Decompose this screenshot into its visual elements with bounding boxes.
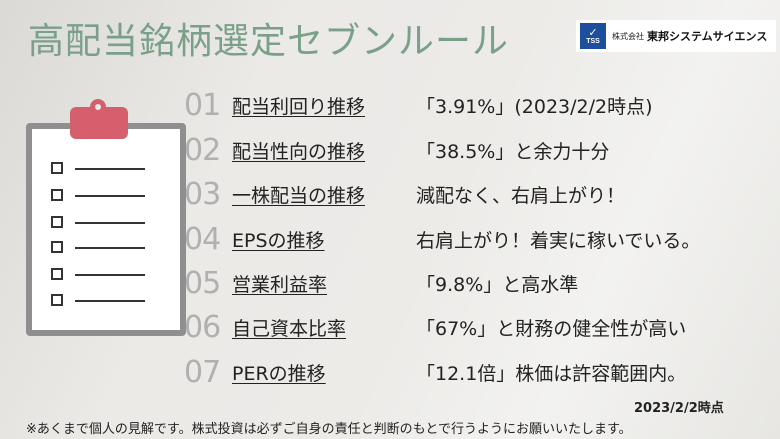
rule-item: 05 営業利益率 「9.8%」と高水準 <box>184 266 774 306</box>
rule-item: 02 配当性向の推移 「38.5%」と余力十分 <box>184 133 774 173</box>
rule-item: 06 自己資本比率 「67%」と財務の健全性が高い <box>184 310 774 350</box>
checkbox-icon <box>51 162 63 174</box>
rule-number: 05 <box>184 266 221 301</box>
rule-description: 減配なく、右肩上がり！ <box>416 185 626 207</box>
logo-abbreviation: TSS <box>586 37 600 45</box>
checklist-line <box>75 274 145 276</box>
logo-company-name: 東邦システムサイエンス <box>647 30 768 43</box>
rule-label: 配当利回り推移 <box>232 96 366 118</box>
rule-number: 04 <box>184 222 221 257</box>
rule-label: 自己資本比率 <box>232 318 347 340</box>
rule-label: 一株配当の推移 <box>232 185 366 207</box>
rule-number: 07 <box>184 355 221 390</box>
checkbox-icon <box>51 216 63 228</box>
rule-description: 右肩上がり！着実に稼いでいる。 <box>416 230 701 252</box>
rule-number: 06 <box>184 310 221 345</box>
clip-icon <box>70 107 128 139</box>
clipboard-icon <box>26 123 186 336</box>
rule-description: 「67%」と財務の健全性が高い <box>416 318 687 340</box>
checklist-line <box>75 222 145 224</box>
rule-description: 「3.91%」(2023/2/2時点) <box>416 96 653 118</box>
rule-number: 02 <box>184 133 221 168</box>
rule-label: 配当性向の推移 <box>232 141 366 163</box>
checkbox-icon <box>51 294 63 306</box>
rule-label: 営業利益率 <box>232 274 328 296</box>
rule-item: 01 配当利回り推移 「3.91%」(2023/2/2時点) <box>184 88 774 128</box>
checklist-line <box>75 300 145 302</box>
rule-label: PERの推移 <box>232 363 326 385</box>
clip-hole <box>95 104 101 110</box>
checkbox-icon <box>51 189 63 201</box>
rule-label: EPSの推移 <box>232 230 325 252</box>
rule-number: 03 <box>184 177 221 212</box>
rule-item: 03 一株配当の推移 減配なく、右肩上がり！ <box>184 177 774 217</box>
rule-description: 「38.5%」と余力十分 <box>416 141 610 163</box>
rule-description: 「9.8%」と高水準 <box>416 274 579 296</box>
rule-number: 01 <box>184 88 221 123</box>
checklist-line <box>75 247 145 249</box>
logo-company-type: 株式会社 <box>612 31 644 41</box>
rule-item: 07 PERの推移 「12.1倍」株価は許容範囲内。 <box>184 355 774 395</box>
date-note: 2023/2/2時点 <box>634 401 724 416</box>
company-logo: ✓ TSS 株式会社 東邦システムサイエンス <box>576 20 776 52</box>
checkbox-icon <box>51 241 63 253</box>
rule-item: 04 EPSの推移 右肩上がり！着実に稼いでいる。 <box>184 222 774 262</box>
page-title: 高配当銘柄選定セブンルール <box>28 21 510 62</box>
rule-description: 「12.1倍」株価は許容範囲内。 <box>416 363 687 385</box>
checkmark-icon: ✓ <box>588 25 598 39</box>
checkbox-icon <box>51 268 63 280</box>
checklist-line <box>75 168 145 170</box>
checklist-line <box>75 195 145 197</box>
logo-mark-icon: ✓ TSS <box>580 23 606 49</box>
disclaimer: ※あくまで個人の見解です。株式投資は必ずご自身の責任と判断のもとで行うようにお願… <box>26 422 632 437</box>
